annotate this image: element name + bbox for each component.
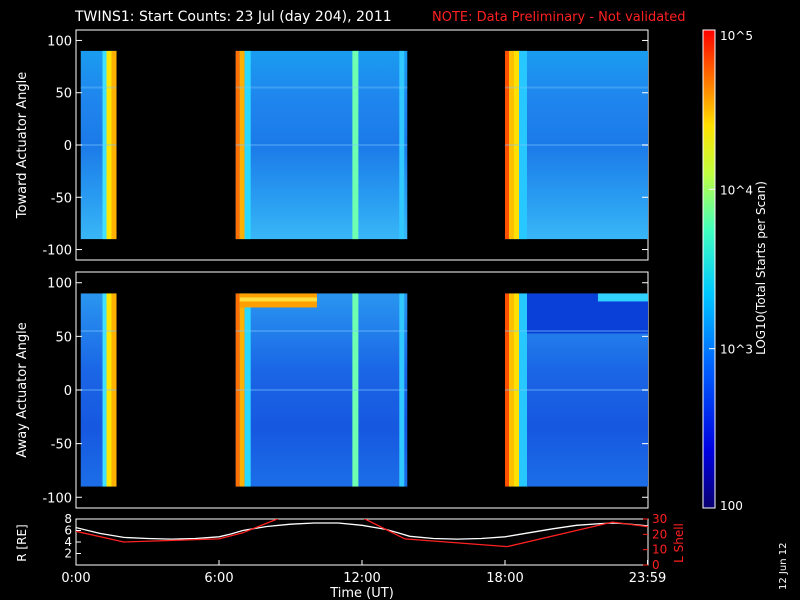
hot-stripe <box>505 293 509 487</box>
panel2-y-ticks: 100 50 0 -50 -100 <box>42 277 648 506</box>
y-tick-label-left: 6 <box>64 524 72 538</box>
x-tick-label: 6:00 <box>204 571 233 586</box>
warm-stripe <box>102 50 107 240</box>
y-tick-label-right: 30 <box>652 512 667 526</box>
hot-stripe <box>239 293 245 487</box>
y-tick-label-left: 4 <box>64 535 72 549</box>
warm-stripe <box>399 293 405 487</box>
hot-stripe <box>514 293 519 487</box>
panel1-time-block <box>80 50 117 240</box>
colorbar-ticks: 100 10^3 10^4 10^5 <box>709 29 753 513</box>
warm-stripe <box>519 293 527 487</box>
angle-band <box>505 144 648 146</box>
y-tick-label: 0 <box>64 139 72 154</box>
away-angle-panel: 100 50 0 -50 -100 Away Actuator Angle <box>15 271 649 509</box>
panel2-ylabel: Away Actuator Angle <box>15 322 30 457</box>
panel2-heatmap <box>80 293 648 487</box>
colorbar: 100 10^3 10^4 10^5 LOG10(Total Starts per S… <box>702 29 768 513</box>
heatmap-block <box>505 50 648 240</box>
date-stamp: 12 Jun 12 <box>778 543 789 590</box>
y-tick-label: -50 <box>51 191 72 206</box>
colorbar-scale <box>702 29 716 509</box>
heatmap-block <box>235 293 408 487</box>
x-axis-label: Time (UT) <box>329 586 394 600</box>
angle-band <box>80 330 117 332</box>
panel1-time-block <box>235 50 408 240</box>
colorbar-tick-label: 100 <box>720 499 743 513</box>
panel3-lines <box>76 519 648 548</box>
colorbar-tick-label: 10^5 <box>720 29 753 43</box>
y-tick-label-right: 10 <box>652 543 667 557</box>
radius-line <box>76 522 648 540</box>
colorbar-tick-label: 10^4 <box>720 183 753 197</box>
toward-angle-panel: 100 50 0 -50 -100 Toward Actuator Angle <box>15 29 649 261</box>
colorbar-tick-label: 10^3 <box>720 343 753 357</box>
x-tick-label: 0:00 <box>61 571 90 586</box>
angle-band <box>505 389 648 391</box>
hot-stripe <box>505 50 509 240</box>
y-tick-label-left: 2 <box>64 547 72 561</box>
hot-stripe <box>514 50 519 240</box>
warm-stripe <box>352 50 359 240</box>
y-tick-label: -100 <box>42 491 72 506</box>
y-tick-label: 100 <box>47 277 72 292</box>
hot-stripe <box>235 50 240 240</box>
y-tick-label: 0 <box>64 384 72 399</box>
x-tick-label: 12:00 <box>343 571 380 586</box>
angle-band <box>505 86 648 89</box>
y-tick-label-left: 8 <box>64 512 72 526</box>
panel1-heatmap <box>80 50 648 240</box>
panel3-ylabel-right: L Shell <box>672 523 686 563</box>
panel3-ylabel-left: R [RE] <box>15 524 29 561</box>
angle-band <box>235 86 408 89</box>
heatmap-block <box>235 50 408 240</box>
y-tick-label: 50 <box>55 330 72 345</box>
y-tick-label-right: 0 <box>652 558 660 572</box>
panel1-time-block <box>505 50 648 240</box>
colorbar-label: LOG10(Total Starts per Scan) <box>754 181 768 355</box>
angle-band <box>80 144 117 146</box>
panel1-y-ticks: 100 50 0 -50 -100 <box>42 34 648 259</box>
hot-stripe <box>106 50 112 240</box>
panel2-time-block <box>80 293 117 487</box>
warm-stripe <box>244 293 251 487</box>
hot-stripe <box>239 50 245 240</box>
hot-stripe <box>106 293 112 487</box>
x-tick-label: 18:00 <box>486 571 523 586</box>
y-tick-label: -50 <box>51 438 72 453</box>
warm-band <box>597 293 648 302</box>
angle-band <box>235 389 408 391</box>
x-tick-label: 23:59 <box>629 571 666 586</box>
warm-stripe <box>352 293 359 487</box>
warm-stripe <box>519 50 527 240</box>
warm-stripe <box>102 293 107 487</box>
hot-stripe <box>509 50 514 240</box>
hot-band <box>239 297 317 302</box>
hot-stripe <box>235 293 240 487</box>
angle-band <box>505 330 648 332</box>
y-tick-label: -100 <box>42 244 72 259</box>
hot-stripe <box>111 50 117 240</box>
warm-stripe <box>399 50 405 240</box>
chart-title: TWINS1: Start Counts: 23 Jul (day 204), … <box>74 9 392 25</box>
panel2-time-block <box>235 293 408 487</box>
hot-stripe <box>509 293 514 487</box>
preliminary-note: NOTE: Data Preliminary - Not validated <box>432 10 686 25</box>
y-tick-label: 50 <box>55 87 72 102</box>
l-shell-line <box>76 519 648 548</box>
panel2-time-block <box>505 293 648 487</box>
y-tick-label-right: 20 <box>652 527 667 541</box>
angle-band <box>80 389 117 391</box>
warm-stripe <box>244 50 251 240</box>
y-tick-label: 100 <box>47 34 72 49</box>
angle-band <box>235 144 408 146</box>
panel1-ylabel: Toward Actuator Angle <box>15 72 30 219</box>
angle-band <box>80 86 117 89</box>
angle-band <box>235 330 408 332</box>
hot-stripe <box>111 293 117 487</box>
